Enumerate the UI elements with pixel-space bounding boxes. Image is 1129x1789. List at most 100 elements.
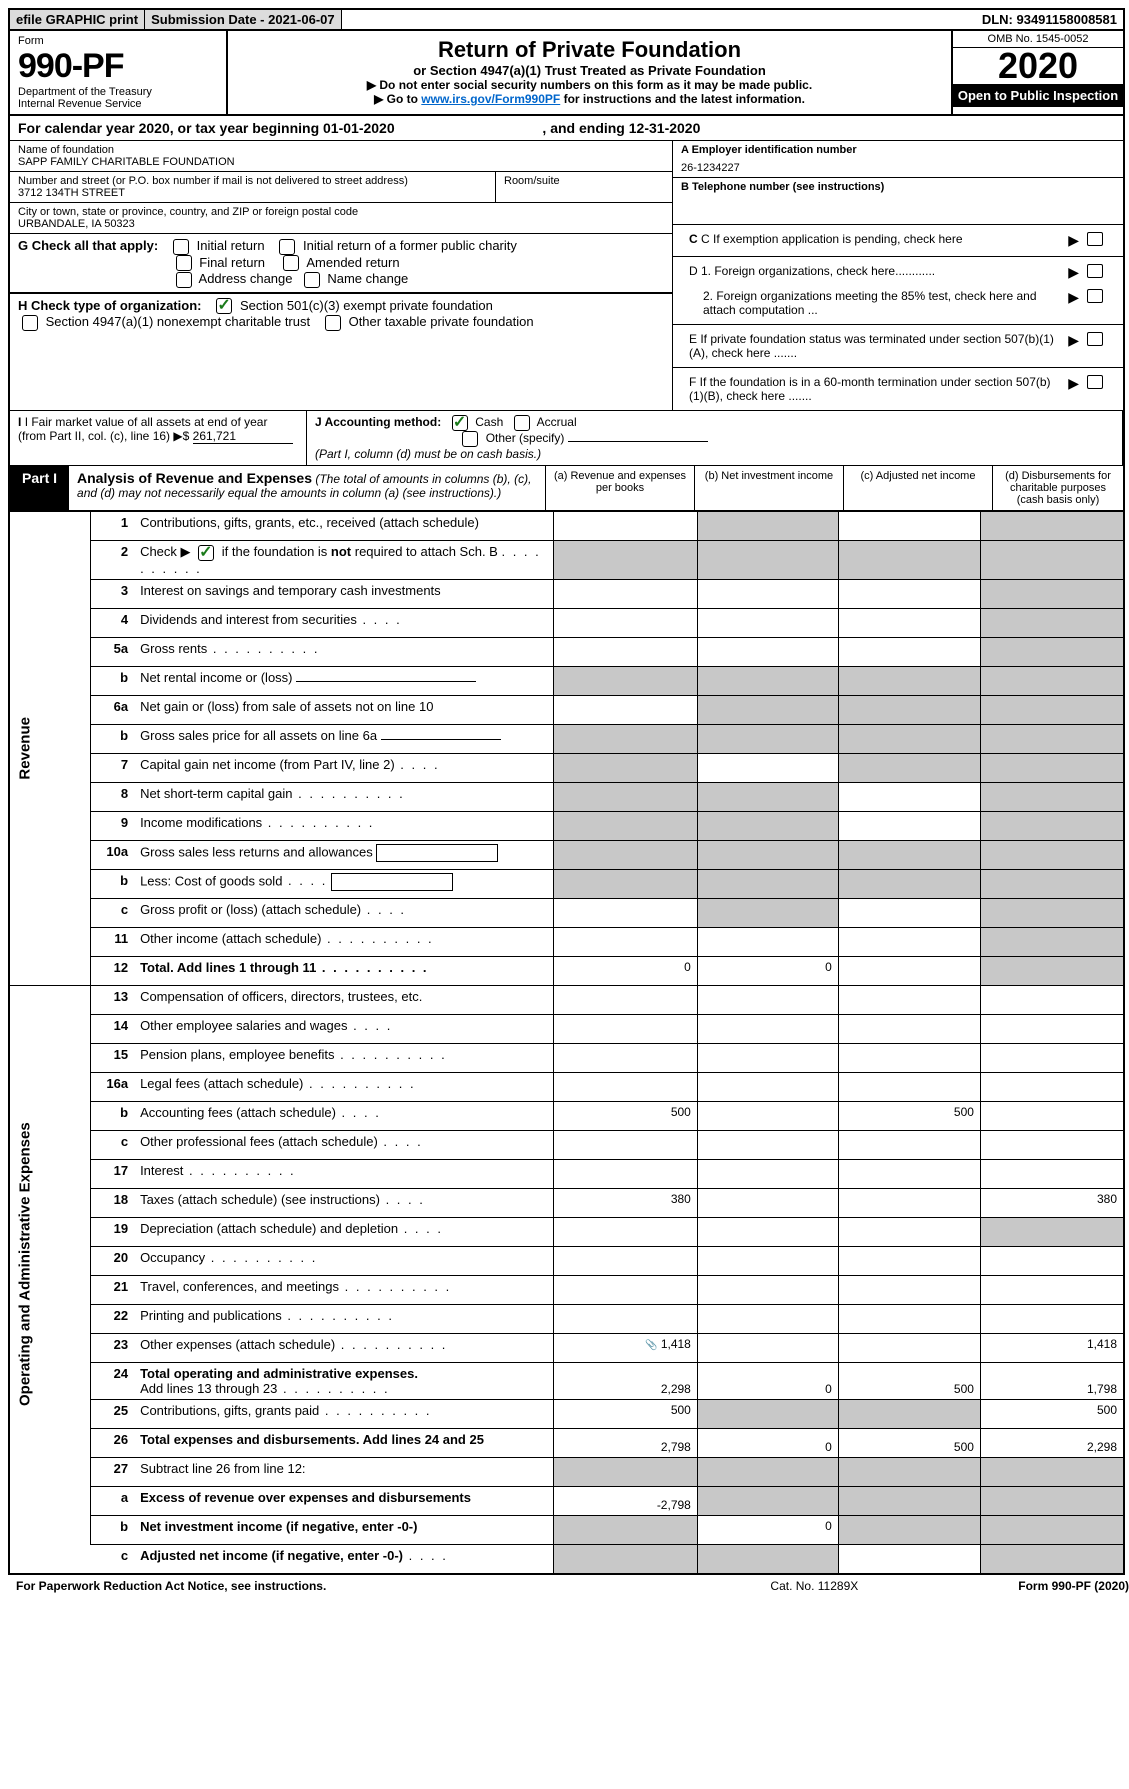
arrow-icon: ▶ <box>1068 289 1079 306</box>
val-24d: 1,798 <box>980 1362 1123 1399</box>
footer-left: For Paperwork Reduction Act Notice, see … <box>16 1579 326 1593</box>
j-label: J Accounting method: <box>315 415 441 429</box>
other-taxable-checkbox[interactable] <box>325 315 341 331</box>
table-row: 2 Check ▶ if the foundation is not requi… <box>10 541 1123 580</box>
top-bar: efile GRAPHIC print Submission Date - 20… <box>10 10 1123 31</box>
irs-link[interactable]: www.irs.gov/Form990PF <box>421 92 560 106</box>
table-row: Operating and Administrative Expenses 13… <box>10 985 1123 1014</box>
g-check-row: G Check all that apply: Initial return I… <box>10 234 672 293</box>
val-25d: 500 <box>980 1399 1123 1428</box>
table-row: 6aNet gain or (loss) from sale of assets… <box>10 695 1123 724</box>
line-1: Contributions, gifts, grants, etc., rece… <box>134 512 554 541</box>
table-row: 18Taxes (attach schedule) (see instructi… <box>10 1188 1123 1217</box>
foundation-name: SAPP FAMILY CHARITABLE FOUNDATION <box>18 156 664 168</box>
table-row: 21Travel, conferences, and meetings <box>10 1275 1123 1304</box>
table-row: 4Dividends and interest from securities <box>10 608 1123 637</box>
table-row: 10aGross sales less returns and allowanc… <box>10 840 1123 869</box>
line-14: Other employee salaries and wages <box>134 1014 554 1043</box>
name-label: Name of foundation <box>18 144 664 156</box>
amended-checkbox[interactable] <box>283 255 299 271</box>
table-row: bNet rental income or (loss) <box>10 666 1123 695</box>
goto-note: ▶ Go to www.irs.gov/Form990PF for instru… <box>234 92 945 106</box>
c-checkbox[interactable] <box>1087 232 1103 246</box>
dept-treasury: Department of the Treasury <box>18 86 218 98</box>
line-10b: Less: Cost of goods sold <box>134 869 554 898</box>
line-6b: Gross sales price for all assets on line… <box>134 724 554 753</box>
initial-return-checkbox[interactable] <box>173 239 189 255</box>
arrow-icon: ▶ <box>1068 375 1079 392</box>
ein-label: A Employer identification number <box>681 144 1115 156</box>
line-27a: Excess of revenue over expenses and disb… <box>134 1486 554 1515</box>
line-24: Total operating and administrative expen… <box>134 1362 554 1399</box>
val-26b: 0 <box>697 1428 838 1457</box>
part1-label: Part I <box>10 466 69 510</box>
cal-text-a: For calendar year 2020, or tax year begi… <box>18 120 323 136</box>
other-method-checkbox[interactable] <box>462 431 478 447</box>
e-checkbox[interactable] <box>1087 332 1103 346</box>
val-26a: 2,798 <box>554 1428 697 1457</box>
line-17: Interest <box>134 1159 554 1188</box>
line-no: 1 <box>91 512 135 541</box>
table-row: 16aLegal fees (attach schedule) <box>10 1072 1123 1101</box>
other-taxable-label: Other taxable private foundation <box>349 314 534 329</box>
d1-checkbox[interactable] <box>1087 264 1103 278</box>
val-25a: 500 <box>554 1399 697 1428</box>
d2-checkbox[interactable] <box>1087 289 1103 303</box>
footer-right: Form 990-PF (2020) <box>1018 1579 1129 1593</box>
val-18a: 380 <box>554 1188 697 1217</box>
schb-checkbox[interactable] <box>198 545 214 561</box>
name-change-checkbox[interactable] <box>304 272 320 288</box>
room-cell: Room/suite <box>496 172 672 202</box>
part1-table: Revenue 1 Contributions, gifts, grants, … <box>10 511 1123 1573</box>
name-change-label: Name change <box>327 271 408 286</box>
j-note: (Part I, column (d) must be on cash basi… <box>315 447 541 461</box>
cash-checkbox[interactable] <box>452 415 468 431</box>
addr-change-checkbox[interactable] <box>176 272 192 288</box>
line-26: Total expenses and disbursements. Add li… <box>134 1428 554 1457</box>
table-row: 11Other income (attach schedule) <box>10 927 1123 956</box>
line-5a: Gross rents <box>134 637 554 666</box>
header: Form 990-PF Department of the Treasury I… <box>10 31 1123 116</box>
amended-label: Amended return <box>306 255 399 270</box>
line-11: Other income (attach schedule) <box>134 927 554 956</box>
line-19: Depreciation (attach schedule) and deple… <box>134 1217 554 1246</box>
accrual-checkbox[interactable] <box>514 415 530 431</box>
initial-return-label: Initial return <box>197 238 265 253</box>
line-27b: Net investment income (if negative, ente… <box>134 1515 554 1544</box>
table-row: 20Occupancy <box>10 1246 1123 1275</box>
i-arrow: ▶$ <box>173 429 189 443</box>
d-cell: D 1. Foreign organizations, check here..… <box>673 257 1123 325</box>
line-6a: Net gain or (loss) from sale of assets n… <box>134 695 554 724</box>
part1-desc-cell: Analysis of Revenue and Expenses (The to… <box>69 466 545 510</box>
col-c-header: (c) Adjusted net income <box>843 466 992 510</box>
line-8: Net short-term capital gain <box>134 782 554 811</box>
501c3-checkbox[interactable] <box>216 298 232 314</box>
foundation-name-cell: Name of foundation SAPP FAMILY CHARITABL… <box>10 141 672 172</box>
city-value: URBANDALE, IA 50323 <box>18 218 664 230</box>
f-checkbox[interactable] <box>1087 375 1103 389</box>
c-label: C If exemption application is pending, c… <box>701 232 963 246</box>
open-public: Open to Public Inspection <box>953 84 1123 107</box>
form-subtitle: or Section 4947(a)(1) Trust Treated as P… <box>234 63 945 78</box>
table-row: aExcess of revenue over expenses and dis… <box>10 1486 1123 1515</box>
table-row: 17Interest <box>10 1159 1123 1188</box>
line-20: Occupancy <box>134 1246 554 1275</box>
initial-former-checkbox[interactable] <box>279 239 295 255</box>
table-row: 12Total. Add lines 1 through 1100 <box>10 956 1123 985</box>
e-cell: E If private foundation status was termi… <box>673 325 1123 368</box>
dln-label: DLN: <box>982 12 1017 27</box>
table-row: cOther professional fees (attach schedul… <box>10 1130 1123 1159</box>
table-row: cGross profit or (loss) (attach schedule… <box>10 898 1123 927</box>
col-d-header: (d) Disbursements for charitable purpose… <box>992 466 1123 510</box>
line-27: Subtract line 26 from line 12: <box>134 1457 554 1486</box>
f-label: F If the foundation is in a 60-month ter… <box>689 375 1064 403</box>
line-2: Check ▶ if the foundation is not require… <box>134 541 554 580</box>
table-row: 9Income modifications <box>10 811 1123 840</box>
final-return-checkbox[interactable] <box>176 255 192 271</box>
4947-checkbox[interactable] <box>22 315 38 331</box>
revenue-side-label: Revenue <box>10 512 91 986</box>
val-24b: 0 <box>697 1362 838 1399</box>
line-4: Dividends and interest from securities <box>134 608 554 637</box>
val-16ba: 500 <box>554 1101 697 1130</box>
ein-cell: A Employer identification number 26-1234… <box>673 141 1123 178</box>
